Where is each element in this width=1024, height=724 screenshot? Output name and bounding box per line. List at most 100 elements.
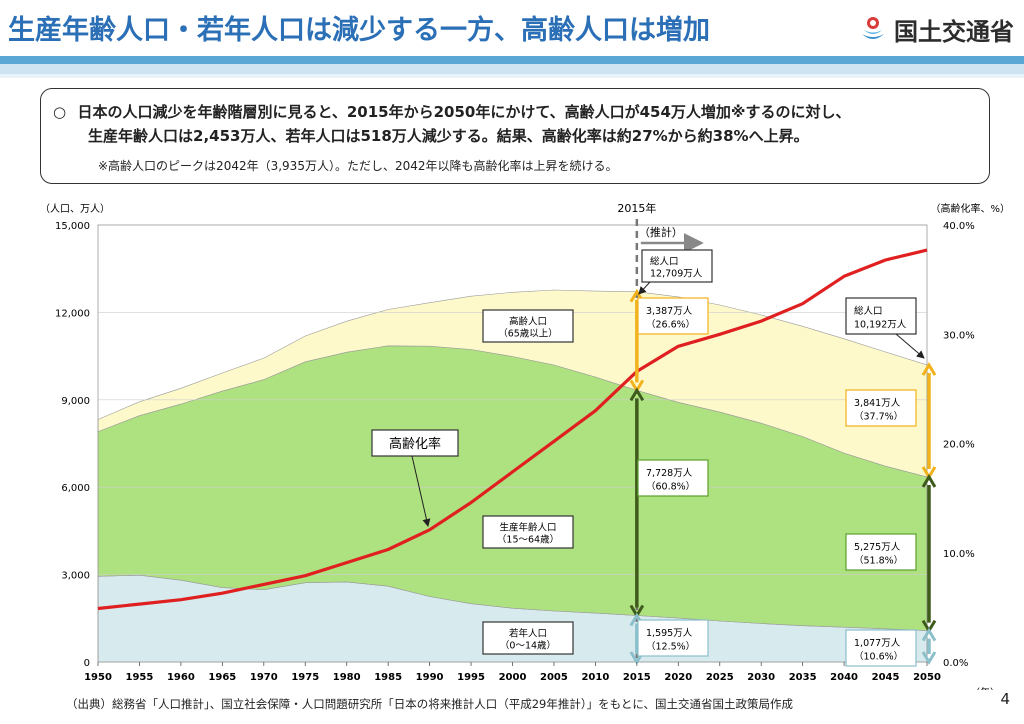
summary-box: ○ 日本の人口減少を年齢階層別に見ると、2015年から2050年にかけて、高齢人…	[40, 88, 990, 184]
total-2015-callout: 総人口 12,709万人	[641, 249, 713, 283]
working-2015-callout-box	[637, 459, 709, 497]
working-series-label-box	[482, 515, 574, 549]
elderly-2050-callout-text: 3,841万人	[854, 398, 901, 409]
elderly-series-label-text: （65歳以上）	[498, 328, 558, 340]
y-right-tick-label: 0.0%	[943, 658, 968, 669]
header-stripe-dark	[0, 56, 1024, 64]
y-left-tick-label: 3,000	[61, 571, 90, 582]
working-2050-callout-text: （51.8%）	[854, 555, 903, 567]
young-2015-callout-text: 1,595万人	[646, 628, 693, 639]
mlit-logo-icon	[858, 14, 888, 44]
x-tick-label: 2030	[747, 672, 775, 683]
young-2050-callout-box	[845, 629, 917, 667]
header-stripe-light	[0, 64, 1024, 74]
y-right-tick-label: 30.0%	[943, 330, 975, 341]
x-tick-label: 1975	[291, 672, 319, 683]
total-2050-callout-text: 総人口	[854, 305, 883, 317]
total-2015-callout-text: 12,709万人	[650, 269, 703, 280]
x-tick-label: 2050	[913, 672, 941, 683]
x-tick-label: 1970	[250, 672, 278, 683]
young-2050-callout-text: 1,077万人	[854, 638, 901, 649]
aging-rate-label-text: 高齢化率	[389, 436, 441, 452]
aging-rate-label: 高齢化率	[371, 429, 459, 457]
x-tick-label: 1955	[126, 672, 154, 683]
page-title: 生産年齢人口・若年人口は減少する一方、高齢人口は増加	[8, 15, 710, 46]
x-tick-label: 1950	[84, 672, 112, 683]
page-number: 4	[1000, 690, 1010, 708]
total-2050-callout-box	[845, 297, 917, 335]
summary-line-2: 生産年齢人口は2,453万人、若年人口は518万人減少する。結果、高齢化率は約2…	[88, 127, 809, 145]
elderly-2050-callout: 3,841万人 （37.7%）	[845, 389, 917, 427]
aging-rate-pointer	[411, 455, 431, 527]
x-tick-label: 2025	[706, 672, 734, 683]
young-series-label: 若年人口（0～14歳）	[482, 621, 574, 655]
y-left-tick-label: 0	[84, 658, 90, 669]
working-2015-callout-text: （60.8%）	[646, 481, 695, 493]
total-2050-pointer	[895, 333, 925, 359]
total-2015-callout-box	[641, 249, 713, 283]
population-chart: 0 3,000 6,000 9,000 12,000 15,000 0.0% 10.0% 20.…	[0, 190, 1024, 699]
x-tick-label: 2020	[664, 672, 692, 683]
working-arrow-2050-head-top	[921, 474, 937, 488]
working-2050-callout-box	[845, 533, 917, 571]
page-header: 生産年齢人口・若年人口は減少する一方、高齢人口は増加 国土交通省	[0, 0, 1024, 55]
x-tick-label: 2000	[499, 672, 527, 683]
y-right-axis-label: （高齢化率、%）	[930, 202, 1010, 215]
x-tick-label: 1980	[333, 672, 361, 683]
elderly-series-label-text: 高齢人口	[509, 315, 547, 327]
elderly-2015-callout-box	[637, 297, 709, 335]
working-2015-callout: 7,728万人 （60.8%）	[637, 459, 709, 497]
y-right-tick-label: 10.0%	[943, 549, 975, 560]
working-series-label-text: （15～64歳）	[497, 534, 559, 546]
y-left-tick-label: 6,000	[61, 483, 90, 494]
aging-rate-line	[97, 248, 928, 611]
y-left-tick-label: 12,000	[55, 308, 90, 319]
total-2050-callout-text: 10,192万人	[854, 320, 907, 331]
chart-svg: 0 3,000 6,000 9,000 12,000 15,000 0.0% 10.0% 20.…	[40, 201, 1010, 699]
young-series-label-text: （0～14歳）	[500, 640, 556, 652]
young-2015-callout: 1,595万人 （12.5%）	[637, 619, 709, 657]
summary-note: ※高齢人口のピークは2042年（3,935万人）。ただし、2042年以降も高齢化…	[98, 159, 618, 173]
x-tick-label: 1985	[374, 672, 402, 683]
y-right-tick-label: 20.0%	[943, 440, 975, 451]
x-axis-label: （年）	[970, 686, 1000, 690]
total-2015-pointer	[638, 281, 651, 295]
elderly-2050-callout-text: （37.7%）	[854, 411, 903, 423]
total-2015-callout-text: 総人口	[650, 255, 679, 267]
working-2050-callout-text: 5,275万人	[854, 542, 901, 553]
divider-year-label: 2015年	[617, 201, 656, 215]
x-tick-label: 2010	[581, 672, 609, 683]
total-2050-callout: 総人口 10,192万人	[845, 297, 917, 335]
elderly-2050-callout-box	[845, 389, 917, 427]
y-right-tick-label: 40.0%	[943, 221, 975, 232]
elderly-2015-callout-text: 3,387万人	[646, 306, 693, 317]
y-left-tick-label: 9,000	[61, 396, 90, 407]
y-left-axis-label: （人口、万人）	[40, 203, 110, 215]
working-2015-callout-text: 7,728万人	[646, 468, 693, 479]
y-left-tick-label: 15,000	[55, 221, 90, 232]
young-series-label-box	[482, 621, 574, 655]
young-series-label-text: 若年人口	[509, 627, 547, 639]
projection-label: （推計）	[639, 225, 683, 239]
working-arrow-2015-head-top	[629, 387, 645, 402]
x-tick-label: 2015	[623, 672, 651, 683]
x-tick-label: 2045	[872, 672, 900, 683]
summary-text-1: 日本の人口減少を年齢階層別に見ると、2015年から2050年にかけて、高齢人口が…	[77, 103, 851, 121]
mlit-logo: 国土交通省	[858, 12, 1014, 46]
source-note: （出典）総務省「人口推計」、国立社会保障・人口問題研究所「日本の将来推計人口（平…	[66, 697, 794, 711]
summary-line-1: ○ 日本の人口減少を年齢階層別に見ると、2015年から2050年にかけて、高齢人…	[53, 101, 851, 122]
x-tick-label: 1965	[208, 672, 236, 683]
elderly-series-label-box	[482, 309, 574, 343]
working-series-label: 生産年齢人口（15～64歳）	[482, 515, 574, 549]
x-tick-label: 1960	[167, 672, 195, 683]
young-arrow-2050	[921, 627, 937, 665]
young-2015-callout-text: （12.5%）	[646, 641, 695, 653]
x-tick-label: 2005	[540, 672, 568, 683]
aging-rate-label-box	[371, 429, 459, 457]
x-tick-label: 1990	[416, 672, 444, 683]
header-stripe-pale	[0, 74, 1024, 78]
x-tick-label: 2040	[830, 672, 858, 683]
elderly-2015-callout-text: （26.6%）	[646, 319, 695, 331]
young-2050-callout: 1,077万人 （10.6%）	[845, 629, 917, 667]
working-2050-callout: 5,275万人 （51.8%）	[845, 533, 917, 571]
